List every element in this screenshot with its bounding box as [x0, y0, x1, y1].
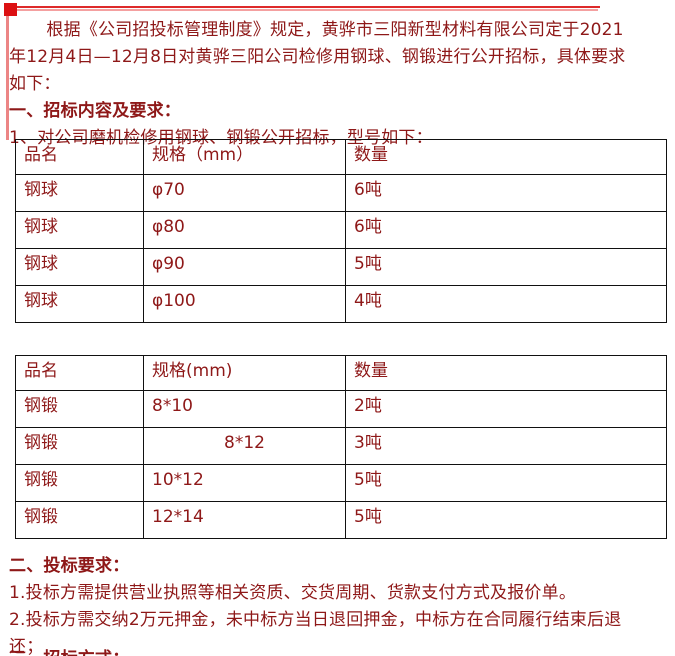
table-header-row: 品名 规格（mm） 数量: [15, 139, 667, 175]
table-cell: 6吨: [345, 211, 667, 249]
top-border-line: [17, 6, 600, 8]
text-line: 2.投标方需交纳2万元押金，未中标方当日退回押金，中标方在合同履行结束后退: [9, 610, 622, 630]
table-cell: 钢锻: [15, 464, 144, 502]
table-cell: φ100: [143, 285, 346, 323]
text-line: 1.投标方需提供营业执照等相关资质、交货周期、货款支付方式及报价单。: [9, 583, 577, 603]
table-cell: 钢球: [15, 285, 144, 323]
section1-heading: 一、招标内容及要求：: [9, 101, 181, 121]
section3-heading: 三、招标方式：: [9, 646, 671, 656]
left-border-line: [6, 16, 9, 140]
table-cell: 12*14: [143, 501, 346, 539]
table-cell: 钢球: [15, 211, 144, 249]
table-cell: 钢锻: [15, 501, 144, 539]
table-cell: 3吨: [345, 427, 667, 465]
table-cell: 6吨: [345, 174, 667, 212]
table-header-cell: 数量: [345, 139, 667, 175]
intro-paragraph: 根据《公司招投标管理制度》规定，黄骅市三阳新型材料有限公司定于2021 年12月4…: [9, 17, 671, 98]
table-cell: 钢锻: [15, 427, 144, 465]
table-header-cell: 品名: [15, 139, 144, 175]
steel-forging-table: 品名 规格(mm) 数量 钢锻 8*10 2吨 钢锻 8*12 3吨 钢锻 10*12 5吨 钢锻 12*…: [15, 355, 667, 539]
table-cell: 5吨: [345, 464, 667, 502]
table-cell: 8*12: [143, 427, 346, 465]
table-row: 钢锻 8*10 2吨: [15, 390, 667, 428]
text-line: 年12月4日—12月8日对黄骅三阳公司检修用钢球、钢锻进行公开招标，具体要求: [9, 47, 626, 67]
table-cell: 5吨: [345, 248, 667, 286]
table-cell: 4吨: [345, 285, 667, 323]
table-cell: 钢锻: [15, 390, 144, 428]
table-cell: 8*10: [143, 390, 346, 428]
text-line: 根据《公司招投标管理制度》规定，黄骅市三阳新型材料有限公司定于2021: [46, 20, 624, 40]
text-line: 还；: [9, 637, 44, 656]
table-row: 钢锻 12*14 5吨: [15, 501, 667, 539]
table-row: 钢球 φ80 6吨: [15, 211, 667, 249]
table-row: 钢球 φ100 4吨: [15, 285, 667, 323]
table-row: 钢锻 8*12 3吨: [15, 427, 667, 465]
table-cell: 钢球: [15, 174, 144, 212]
table-cell: φ90: [143, 248, 346, 286]
table-cell: 钢球: [15, 248, 144, 286]
table-header-cell: 规格(mm): [143, 355, 346, 391]
table-cell: φ80: [143, 211, 346, 249]
corner-square-decoration: [4, 3, 17, 16]
table-header-cell: 品名: [15, 355, 144, 391]
table-cell: φ70: [143, 174, 346, 212]
table-cell: 2吨: [345, 390, 667, 428]
table-header-cell: 规格（mm）: [143, 139, 346, 175]
table-cell: 10*12: [143, 464, 346, 502]
table-row: 钢锻 10*12 5吨: [15, 464, 667, 502]
intro-block: 根据《公司招投标管理制度》规定，黄骅市三阳新型材料有限公司定于2021 年12月4…: [9, 17, 671, 152]
top-border-line-shadow: [17, 9, 598, 11]
section2-items: 1.投标方需提供营业执照等相关资质、交货周期、货款支付方式及报价单。 2.投标方需…: [9, 580, 671, 656]
table-header-row: 品名 规格(mm) 数量: [15, 355, 667, 391]
steel-ball-table: 品名 规格（mm） 数量 钢球 φ70 6吨 钢球 φ80 6吨 钢球 φ90 5吨 钢球 φ100 4吨: [15, 139, 667, 323]
table-header-cell: 数量: [345, 355, 667, 391]
text-line: 如下：: [9, 74, 61, 94]
section2-heading: 二、投标要求：: [9, 556, 130, 576]
table-row: 钢球 φ90 5吨: [15, 248, 667, 286]
section2-block: 二、投标要求： 1.投标方需提供营业执照等相关资质、交货周期、货款支付方式及报价…: [9, 553, 671, 656]
table-row: 钢球 φ70 6吨: [15, 174, 667, 212]
table-cell: 5吨: [345, 501, 667, 539]
